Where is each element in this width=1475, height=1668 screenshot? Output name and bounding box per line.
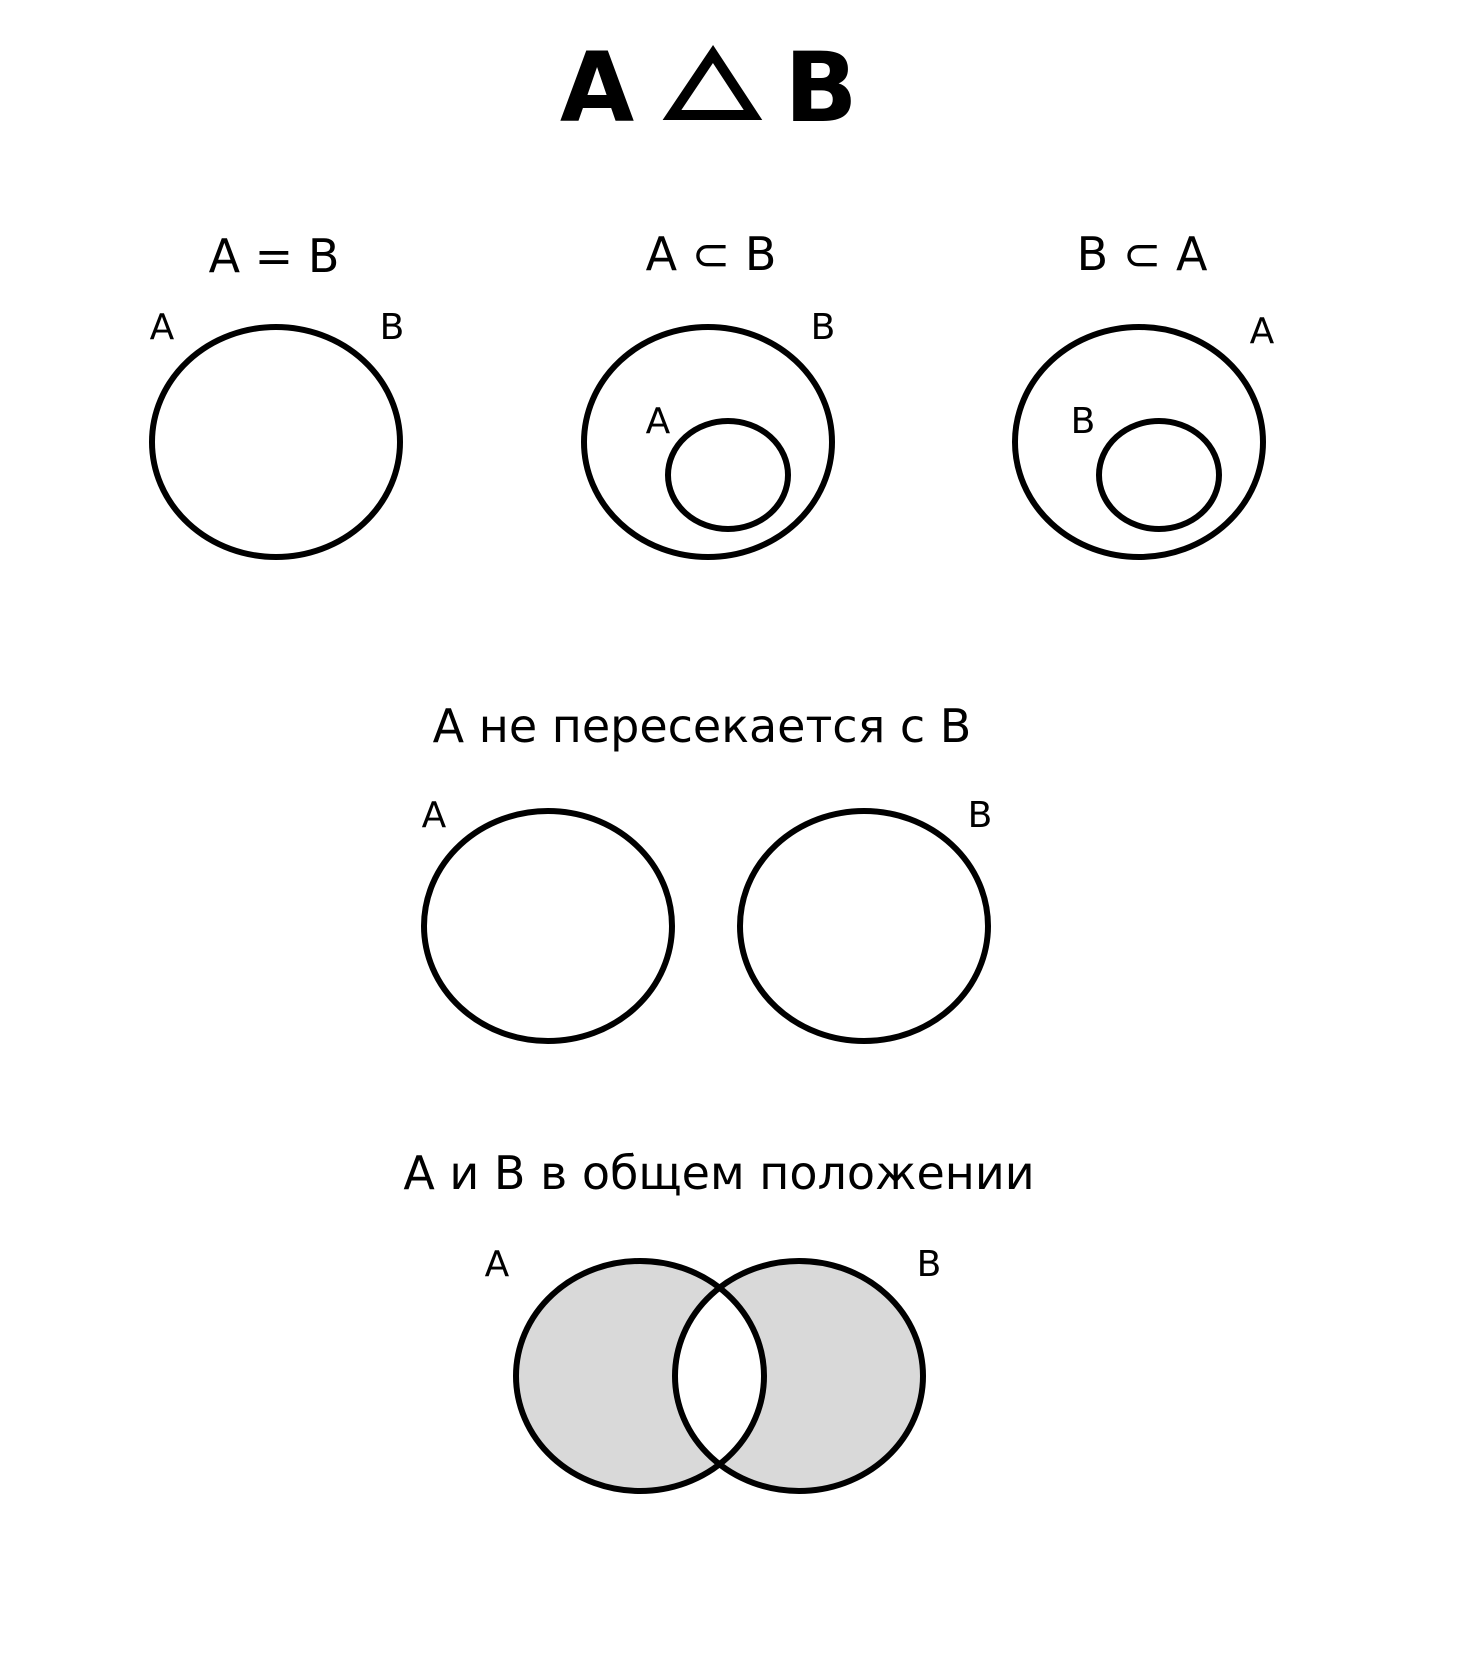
title-set-a: A xyxy=(560,32,634,144)
panel-a-subset-b-inner-ellipse xyxy=(665,418,791,532)
panel-b-subset-a-label-inner: B xyxy=(1071,401,1096,442)
panel-a-subset-b-outer-ellipse xyxy=(581,324,835,560)
panel-a-subset-b: A ⊂ B B A xyxy=(581,227,836,560)
panel-equal-heading: A = B xyxy=(209,229,340,283)
title: A B xyxy=(560,32,858,144)
panel-disjoint-label-a: A xyxy=(422,795,447,836)
panel-equal-label-b: B xyxy=(380,307,405,348)
panel-disjoint-ellipse-b xyxy=(737,808,991,1044)
triangle-symbol xyxy=(662,44,763,120)
panel-b-subset-a-heading: B ⊂ A xyxy=(1077,227,1208,281)
panel-equal: A = B A B xyxy=(149,229,405,560)
panel-general-intersection xyxy=(675,1261,764,1491)
panel-disjoint: A не пересекается с B A B xyxy=(421,699,993,1044)
panel-general: A и B в общем положении A B xyxy=(403,1146,1035,1494)
panel-disjoint-heading: A не пересекается с B xyxy=(433,699,972,753)
panel-general-outline-b xyxy=(672,1258,926,1494)
panel-b-subset-a-inner-ellipse xyxy=(1096,418,1222,532)
panel-general-heading: A и B в общем положении xyxy=(403,1146,1034,1200)
panel-a-subset-b-label-outer: B xyxy=(811,307,836,348)
panel-equal-ellipse xyxy=(149,324,403,560)
panel-a-subset-b-heading: A ⊂ B xyxy=(646,227,777,281)
panel-general-label-a: A xyxy=(485,1244,510,1285)
panel-a-subset-b-label-inner: A xyxy=(646,401,671,442)
panel-general-label-b: B xyxy=(917,1244,942,1285)
panel-b-subset-a-outer-ellipse xyxy=(1012,324,1266,560)
panel-disjoint-ellipse-a xyxy=(421,808,675,1044)
panel-b-subset-a: B ⊂ A A B xyxy=(1012,227,1275,560)
panel-general-outline-a xyxy=(513,1258,767,1494)
panel-equal-label-a: A xyxy=(150,307,175,348)
panel-b-subset-a-label-outer: A xyxy=(1250,311,1275,352)
title-set-b: B xyxy=(784,32,857,144)
panel-disjoint-label-b: B xyxy=(968,795,993,836)
